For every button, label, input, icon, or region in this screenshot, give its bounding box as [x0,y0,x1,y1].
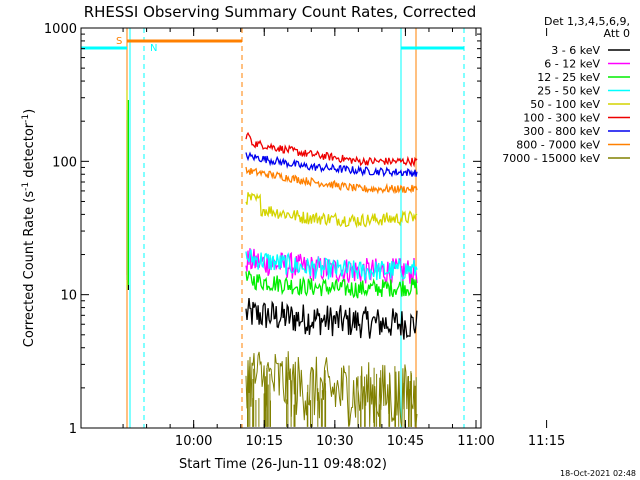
legend-label-5: 100 - 300 keV [523,112,600,125]
legend-label-2: 12 - 25 keV [537,71,600,84]
legend-label-8: 7000 - 15000 keV [502,152,600,165]
y-tick-label: 100 [52,155,77,170]
y-tick-label: 1000 [44,22,77,37]
x-axis: 10:00 10:15 10:30 10:45 11:00 11:15 [122,28,565,449]
x-axis-label: Start Time (26-Jun-11 09:48:02) [179,457,387,472]
x-tick-label: 10:00 [175,434,212,449]
x-tick-label: 10:15 [246,434,283,449]
x-tick-label: 10:30 [316,434,353,449]
y-axis-label-sup1: -1 [21,182,31,191]
y-axis-label-mid: detector [22,122,37,182]
legend-label-0: 3 - 6 keV [551,44,600,57]
chart-title: RHESSI Observing Summary Count Rates, Co… [84,3,477,21]
series-line-6 [245,151,418,178]
legend-label-7: 800 - 7000 keV [516,139,600,152]
footer-timestamp: 18-Oct-2021 02:48 [560,469,636,478]
y-axis: 1 10 100 1000 [44,22,481,437]
series-line-3 [245,249,418,281]
series-line-2 [245,270,418,299]
x-tick-label: 11:00 [457,434,494,449]
flag-label-n: N [150,43,157,54]
series-line-8 [245,351,418,428]
legend-label-6: 300 - 800 keV [523,125,600,138]
y-tick-label: 10 [60,289,77,304]
series-line-7 [245,166,418,195]
legend-label-4: 50 - 100 keV [530,98,600,111]
y-axis-label-main: Corrected Count Rate (s [22,191,37,348]
y-axis-label-sup2: -1 [21,114,31,123]
plot-frame [80,27,482,429]
legend-label-1: 6 - 12 keV [544,58,600,71]
series-line-1 [245,248,418,287]
series-line-0 [245,298,418,340]
legend-header-1: Det 1,3,4,5,6,9, [544,15,630,28]
y-axis-label: Corrected Count Rate (s-1 detector-1) [21,109,37,347]
plot-area: SN [80,28,465,428]
x-tick-label: 10:45 [387,434,424,449]
flag-label-s: S [116,36,122,47]
series-line-5 [245,131,418,168]
x-tick-label: 11:15 [528,434,565,449]
y-tick-label: 1 [69,422,77,437]
series-line-4 [245,192,418,229]
y-axis-label-end: ) [22,109,37,114]
legend-label-3: 25 - 50 keV [537,85,600,98]
legend-header-2: Att 0 [604,27,630,40]
